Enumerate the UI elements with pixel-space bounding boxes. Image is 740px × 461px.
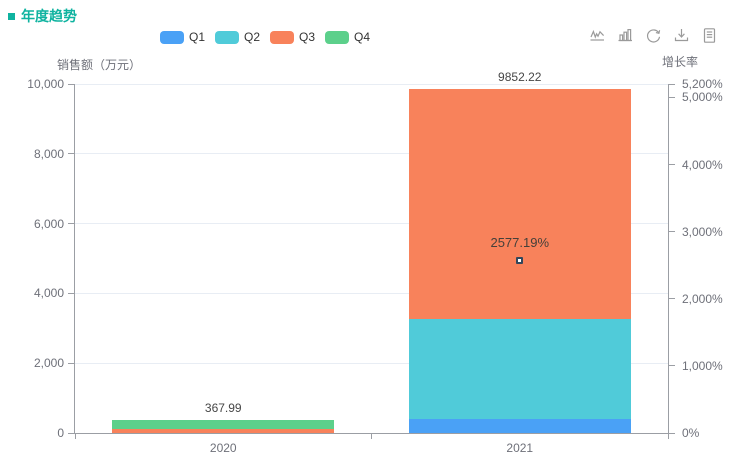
legend-label: Q4 xyxy=(354,30,371,44)
left-axis-tick-label: 10,000 xyxy=(27,77,64,91)
bar-segment-q1-2021[interactable] xyxy=(408,419,631,433)
x-axis-category-label: 2020 xyxy=(209,441,237,455)
legend-marker-icon xyxy=(270,30,295,44)
gridline xyxy=(75,153,668,155)
left-axis-tick-label: 4,000 xyxy=(33,286,64,301)
legend: Q1 Q2 Q3 Q4 xyxy=(160,30,370,44)
legend-item-q4[interactable]: Q4 xyxy=(325,30,370,44)
bar-chart-icon[interactable] xyxy=(617,27,634,44)
right-axis-tick xyxy=(668,365,675,367)
plot-area: 0 2,000 4,000 6,000 8,000 10,000 0% 1,000% 2,000… xyxy=(27,70,722,455)
left-axis-tick-label: 6,000 xyxy=(33,216,64,231)
chart-title-row: 年度趋势 xyxy=(8,6,77,26)
left-axis-tick xyxy=(68,83,75,85)
left-axis-tick xyxy=(68,223,75,225)
right-axis-tick xyxy=(668,231,675,233)
left-axis-tick-label: 2,000 xyxy=(33,356,64,371)
x-axis-category-label: 2021 xyxy=(506,441,534,455)
bar-total-label: 9852.22 xyxy=(498,70,542,85)
legend-marker-icon xyxy=(160,30,184,44)
download-icon[interactable] xyxy=(673,27,690,44)
toolbox xyxy=(589,27,718,44)
right-axis-tick xyxy=(668,96,675,98)
left-axis-name: 销售额（万元） xyxy=(57,58,142,72)
gridline xyxy=(75,292,668,294)
growth-rate-label: 2577.19% xyxy=(490,235,550,251)
right-axis-line xyxy=(668,84,669,434)
right-axis-tick-label: 2,000% xyxy=(682,291,723,306)
gridline xyxy=(75,83,668,85)
line-chart-icon[interactable] xyxy=(589,27,606,44)
legend-marker-icon xyxy=(215,30,240,44)
title-bullet-icon xyxy=(8,12,15,20)
right-axis-tick-label: 3,000% xyxy=(682,224,723,239)
x-axis-tick xyxy=(667,433,669,439)
left-axis-tick-label: 0 xyxy=(57,426,64,440)
bar-segment-q4-2020[interactable] xyxy=(112,420,335,429)
bar-segment-q2-2021[interactable] xyxy=(408,319,631,420)
gridline xyxy=(75,223,668,225)
legend-item-q2[interactable]: Q2 xyxy=(215,30,260,44)
page-title: 年度趋势 xyxy=(21,8,77,24)
x-axis-tick xyxy=(74,433,76,439)
legend-label: Q3 xyxy=(299,30,316,44)
growth-rate-point[interactable] xyxy=(516,256,524,264)
left-axis-tick xyxy=(68,432,75,434)
bar-segment-q3-2020[interactable] xyxy=(112,428,335,433)
bar-segment-q3-2021[interactable] xyxy=(408,89,631,320)
right-axis-tick-label: 1,000% xyxy=(682,358,723,373)
left-axis-tick xyxy=(68,153,75,155)
left-axis-tick xyxy=(68,292,75,294)
legend-marker-icon xyxy=(325,30,350,44)
x-axis-tick xyxy=(371,433,372,439)
bar-total-label: 367.99 xyxy=(204,401,242,416)
legend-label: Q1 xyxy=(189,30,206,44)
gridline xyxy=(75,362,668,364)
right-axis-tick-label: 5,200% xyxy=(682,77,723,91)
legend-label: Q2 xyxy=(244,30,261,44)
left-axis-tick xyxy=(68,362,75,364)
data-view-icon[interactable] xyxy=(701,27,718,44)
right-axis-name: 增长率 xyxy=(662,55,699,69)
right-axis-tick xyxy=(668,432,675,434)
right-axis-tick xyxy=(668,83,675,85)
right-axis-tick-label: 4,000% xyxy=(682,157,723,172)
legend-item-q3[interactable]: Q3 xyxy=(270,30,315,44)
left-axis-tick-label: 8,000 xyxy=(33,146,64,161)
right-axis-tick-label: 5,000% xyxy=(682,90,723,105)
right-axis-tick xyxy=(668,298,675,300)
right-axis-tick-label: 0% xyxy=(682,426,700,440)
restore-icon[interactable] xyxy=(645,27,662,44)
left-axis-line xyxy=(74,84,75,434)
right-axis-tick xyxy=(668,164,675,166)
legend-item-q1[interactable]: Q1 xyxy=(160,30,205,44)
